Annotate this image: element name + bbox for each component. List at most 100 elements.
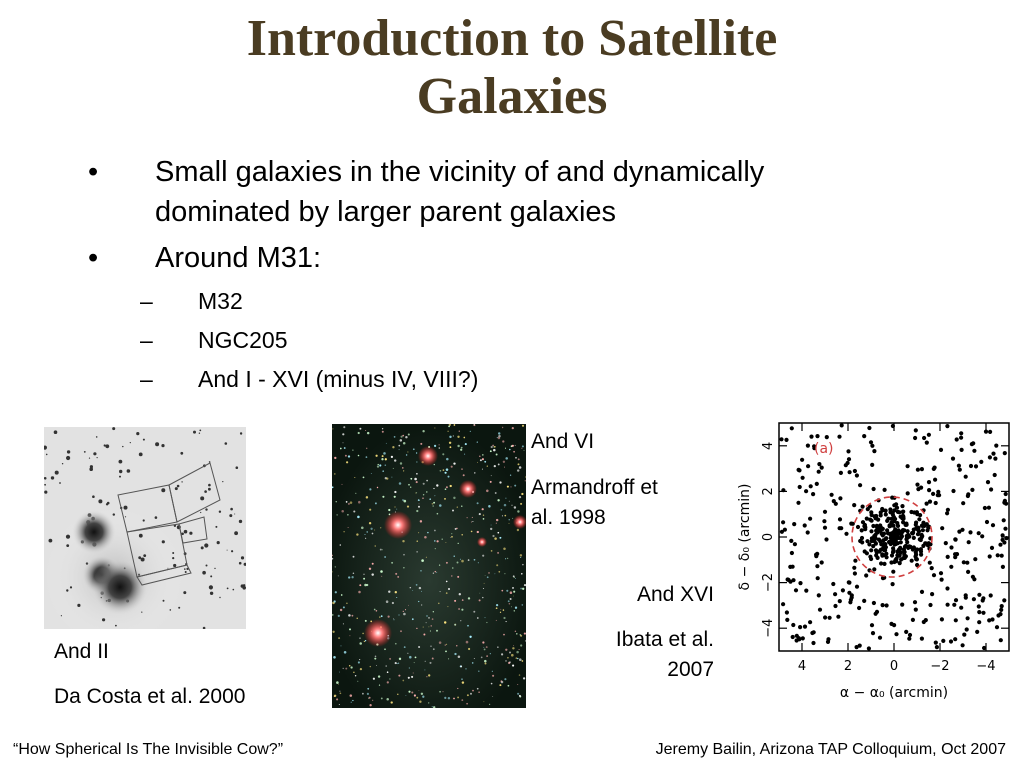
background-star <box>202 626 206 629</box>
and-ii-image <box>44 427 246 629</box>
field-star <box>461 468 463 470</box>
field-star <box>509 651 511 654</box>
field-star <box>457 542 459 545</box>
field-star <box>432 648 435 651</box>
scatter-point <box>789 426 794 431</box>
scatter-point <box>843 463 848 468</box>
field-star <box>342 442 344 444</box>
field-star <box>426 479 428 482</box>
scatter-point <box>879 531 884 536</box>
field-star <box>364 619 367 622</box>
field-star <box>460 446 463 449</box>
scatter-point <box>948 639 954 644</box>
field-star <box>444 696 447 700</box>
scatter-point <box>1004 536 1009 541</box>
slide-title-line-1: Introduction to Satellite <box>246 10 778 67</box>
scatter-point <box>916 527 921 533</box>
field-star <box>481 458 484 461</box>
field-star <box>514 630 517 633</box>
field-star <box>518 466 522 469</box>
scatter-point <box>784 610 789 615</box>
field-star <box>509 474 512 476</box>
field-star <box>402 539 405 543</box>
field-star <box>495 619 497 621</box>
field-star <box>386 697 389 701</box>
field-star <box>376 465 380 468</box>
field-star <box>426 491 428 493</box>
scatter-point <box>848 600 853 605</box>
and-vi-star-field <box>332 424 526 708</box>
field-star <box>457 435 460 438</box>
scatter-point <box>999 604 1004 609</box>
field-star <box>343 651 347 654</box>
background-star <box>61 463 64 465</box>
field-star <box>410 477 413 480</box>
field-star <box>483 646 485 648</box>
field-star <box>461 534 463 536</box>
scatter-point <box>900 602 905 607</box>
background-star <box>181 481 183 483</box>
field-star <box>486 621 488 624</box>
field-star <box>349 628 351 631</box>
scatter-point <box>913 607 918 612</box>
field-star <box>363 573 365 576</box>
field-star <box>359 637 361 639</box>
field-star <box>402 610 404 613</box>
scatter-point <box>814 481 819 486</box>
scatter-point <box>781 520 786 525</box>
field-star <box>493 464 496 468</box>
field-star <box>438 564 441 566</box>
field-star <box>447 696 451 700</box>
field-star <box>402 434 405 437</box>
scatter-point <box>1002 598 1007 603</box>
scatter-point <box>885 531 891 536</box>
field-star <box>344 454 347 457</box>
scatter-point <box>908 544 913 549</box>
scatter-point <box>808 620 813 625</box>
field-star <box>347 527 349 528</box>
scatter-point <box>890 423 895 429</box>
field-star <box>343 426 346 429</box>
field-star <box>369 488 372 491</box>
scatter-point <box>998 542 1003 547</box>
background-star <box>105 444 110 449</box>
field-star <box>442 691 444 693</box>
field-star <box>478 670 480 672</box>
field-star <box>433 501 436 504</box>
scatter-point <box>850 521 855 526</box>
field-star <box>368 521 372 525</box>
background-star <box>226 549 228 551</box>
scatter-point <box>874 513 879 519</box>
field-star <box>365 447 368 450</box>
field-star <box>470 692 472 695</box>
field-star <box>339 690 341 692</box>
scatter-point <box>952 602 957 607</box>
background-star <box>215 525 218 528</box>
scatter-point <box>868 517 873 522</box>
field-star <box>418 690 420 691</box>
scatter-point <box>865 539 870 544</box>
scatter-point <box>994 625 1000 630</box>
scatter-point <box>839 526 844 531</box>
field-star <box>457 444 460 448</box>
field-star <box>429 498 431 500</box>
field-star <box>449 484 452 488</box>
field-star <box>359 667 363 671</box>
scatter-point <box>883 512 888 517</box>
field-star <box>513 595 514 597</box>
field-star <box>356 533 359 536</box>
field-star <box>466 702 468 705</box>
field-star <box>481 508 484 511</box>
field-star <box>413 662 415 664</box>
field-star <box>426 676 428 678</box>
background-star <box>218 510 222 513</box>
field-star <box>364 583 367 587</box>
field-star <box>514 578 516 580</box>
field-star <box>373 608 376 611</box>
plot-panel-label: (a) <box>814 441 834 457</box>
field-star <box>418 505 420 508</box>
scatter-point <box>806 464 811 469</box>
field-star <box>497 551 500 554</box>
field-star <box>382 495 385 498</box>
field-star <box>492 444 494 447</box>
